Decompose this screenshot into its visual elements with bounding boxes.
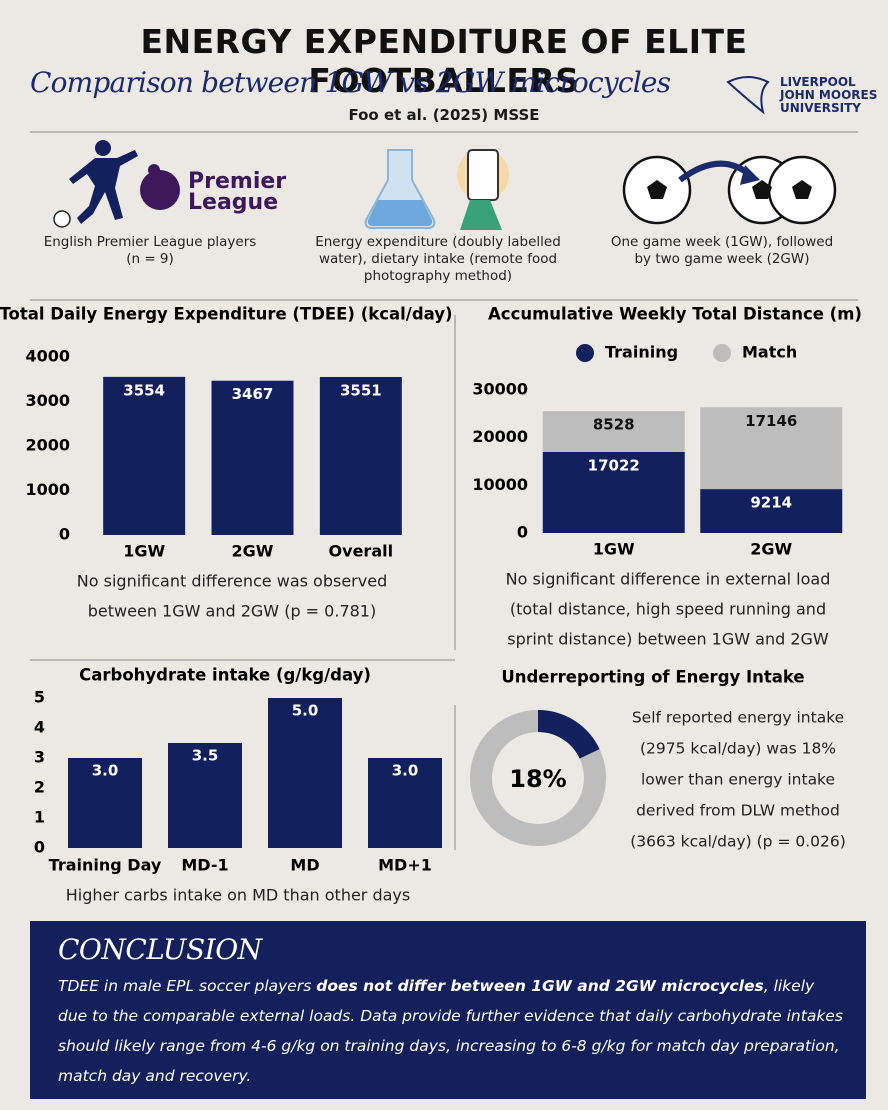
bar (211, 380, 294, 535)
chart-note: Higher carbs intake on MD than other day… (66, 886, 410, 905)
bar-segment (700, 489, 843, 533)
title: ENERGY EXPENDITURE OF ELITE FOOTBALLERS (140, 22, 748, 100)
chart-note: lower than energy intake (641, 771, 835, 789)
ball-patch (647, 180, 812, 199)
value-label: 17022 (588, 456, 640, 474)
donut-segment (470, 710, 606, 846)
bar (368, 758, 442, 848)
chart-title: Total Daily Energy Expenditure (TDEE) (k… (0, 305, 453, 324)
text: TDEE in male EPL soccer players (58, 977, 317, 995)
x-tick-label: Overall (329, 542, 394, 561)
conclusion-heading: CONCLUSION (58, 933, 262, 966)
subtitle: Comparison between 1GW vs 2GW microcycle… (30, 66, 671, 99)
logo-icon (726, 76, 770, 115)
caption: Energy expenditure (doubly labelled (315, 234, 561, 250)
chart-note: No significant difference in external lo… (506, 570, 831, 589)
value-label: 9214 (750, 494, 792, 512)
caption: (n = 9) (126, 251, 174, 267)
chart-note: sprint distance) between 1GW and 2GW (507, 630, 829, 649)
x-tick-label: 2GW (232, 542, 274, 561)
y-tick-label: 3000 (25, 391, 70, 410)
x-tick-label: 1GW (593, 540, 635, 559)
y-tick-label: 0 (517, 523, 528, 542)
bar-segment (700, 407, 843, 490)
pl-logo: Premier (188, 169, 286, 194)
bar (319, 376, 402, 535)
y-tick-label: 2 (34, 778, 45, 797)
chart-note: derived from DLW method (636, 802, 840, 820)
bar-segment (542, 451, 685, 533)
caption: One game week (1GW), followed (610, 234, 834, 250)
value-label: 17146 (745, 412, 797, 430)
y-tick-label: 4 (34, 718, 45, 737)
caption: by two game week (2GW) (634, 251, 810, 267)
legend-label: Match (742, 343, 797, 362)
x-tick-label: 2GW (750, 540, 792, 559)
x-tick-label: MD-1 (181, 856, 228, 875)
text: , likely due to the comparable external … (58, 977, 843, 1085)
hand-icon (460, 200, 502, 230)
value-label: 3.0 (392, 762, 419, 780)
chart-title: Underreporting of Energy Intake (501, 668, 804, 687)
y-tick-label: 1000 (25, 480, 70, 499)
y-tick-label: 0 (34, 838, 45, 857)
chart-title: Carbohydrate intake (g/kg/day) (79, 666, 371, 685)
bar (68, 758, 142, 848)
x-tick-label: MD+1 (378, 856, 432, 875)
caption: photography method) (363, 268, 513, 284)
pl-logo: League (188, 190, 278, 215)
value-label: 8528 (593, 416, 635, 434)
flask-liquid (367, 200, 433, 226)
y-tick-label: 2000 (25, 436, 70, 455)
bar (168, 743, 242, 848)
ball-icon (53, 210, 71, 228)
logo-text: LIVERPOOL (780, 75, 856, 89)
conclusion-body: TDEE in male EPL soccer players does not… (58, 971, 848, 1091)
logo-text: JOHN MOORES (780, 88, 878, 102)
y-tick-label: 10000 (472, 475, 528, 494)
value-label: 3551 (340, 381, 382, 399)
value-label: 3.0 (92, 762, 119, 780)
chart-note: No significant difference was observed (77, 572, 387, 591)
chart-note: Self reported energy intake (632, 709, 844, 727)
arrow-head (740, 165, 760, 185)
y-tick-label: 3 (34, 748, 45, 767)
phone-icon (467, 149, 499, 201)
bar (268, 698, 342, 848)
y-tick-label: 1 (34, 808, 45, 827)
legend-marker (713, 344, 731, 362)
logo-text: UNIVERSITY (780, 101, 861, 115)
value-label: 3.5 (192, 747, 219, 765)
bar (103, 376, 186, 535)
chart-note: between 1GW and 2GW (p = 0.781) (88, 602, 376, 621)
y-tick-label: 4000 (25, 347, 70, 366)
value-label: 3467 (232, 385, 274, 403)
legend-marker (576, 344, 594, 362)
caption: water), dietary intake (remote food (318, 251, 558, 267)
y-tick-label: 30000 (472, 380, 528, 399)
conclusion-box: CONCLUSION TDEE in male EPL soccer playe… (30, 921, 866, 1099)
citation: Foo et al. (2025) MSSE (348, 106, 540, 124)
text-bold: does not differ between 1GW and 2GW micr… (316, 977, 764, 995)
donut-label: 18% (509, 765, 566, 793)
value-label: 3554 (123, 381, 165, 399)
chart-note: (total distance, high speed running and (510, 600, 826, 619)
caption: English Premier League players (43, 234, 257, 250)
x-tick-label: MD (290, 856, 319, 875)
chart-title: Accumulative Weekly Total Distance (m) (488, 305, 862, 324)
y-tick-label: 0 (59, 525, 70, 544)
chart-note: (3663 kcal/day) (p = 0.026) (630, 833, 846, 851)
bar-segment (542, 411, 685, 452)
x-tick-label: 1GW (123, 542, 165, 561)
player-icon (69, 140, 138, 224)
x-tick-label: Training Day (49, 856, 162, 875)
pl-lion (140, 164, 180, 210)
y-tick-label: 20000 (472, 427, 528, 446)
legend-label: Training (605, 343, 678, 362)
chart-note: (2975 kcal/day) was 18% (640, 740, 836, 758)
y-tick-label: 5 (34, 688, 45, 707)
value-label: 5.0 (292, 702, 319, 720)
